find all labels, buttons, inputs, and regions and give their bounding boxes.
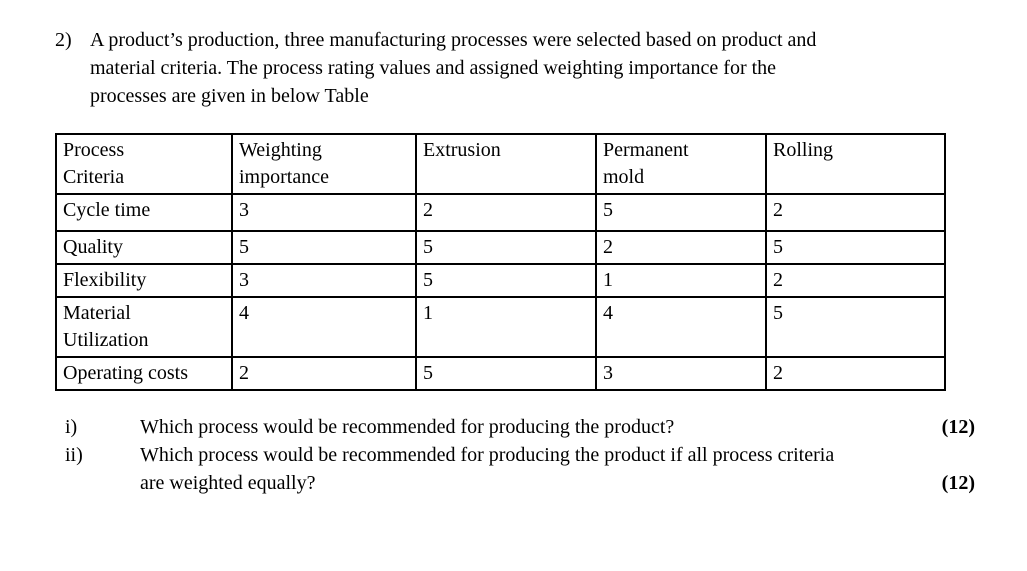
criteria-cell: Operating costs [55,356,233,391]
weighting-cell: 3 [231,263,417,298]
subquestion-ii-marker: ii) [65,444,83,466]
subquestion-i-text: Which process would be recommended for p… [140,416,675,438]
extrusion-cell: 5 [415,356,597,391]
table-row-cycle-time: Cycle time 3 2 5 2 [55,193,946,232]
weighting-cell: 5 [231,230,417,265]
table-row-material-utilization: Material Utilization 4 1 4 5 [55,296,946,358]
extrusion-cell: 5 [415,230,597,265]
permanent-mold-cell: 3 [595,356,767,391]
permanent-mold-cell: 4 [595,296,767,358]
column-header-weighting-importance: Weighting importance [231,133,417,195]
column-header-permanent-mold: Permanent mold [595,133,767,195]
subquestion-i-marker: i) [65,416,78,438]
table-row-quality: Quality 5 5 2 5 [55,230,946,265]
subquestion-ii: ii) Which process would be recommended f… [65,441,985,497]
rolling-cell: 5 [765,230,946,265]
permanent-mold-cell: 5 [595,193,767,232]
extrusion-cell: 5 [415,263,597,298]
process-rating-table: Process Criteria Weighting importance Ex… [55,133,946,391]
table-header-row: Process Criteria Weighting importance Ex… [55,133,946,195]
criteria-cell: Quality [55,230,233,265]
criteria-cell: Flexibility [55,263,233,298]
rolling-cell: 2 [765,356,946,391]
rolling-cell: 2 [765,263,946,298]
column-header-process-criteria: Process Criteria [55,133,233,195]
question-text: A product’s production, three manufactur… [90,29,817,107]
table-row-operating-costs: Operating costs 2 5 3 2 [55,356,946,391]
criteria-cell: Material Utilization [55,296,233,358]
subquestion-list: i) Which process would be recommended fo… [65,413,985,497]
question-number: 2) [55,29,72,51]
column-header-extrusion: Extrusion [415,133,597,195]
subquestion-ii-text: Which process would be recommended for p… [140,444,835,494]
weighting-cell: 3 [231,193,417,232]
criteria-cell: Cycle time [55,193,233,232]
extrusion-cell: 2 [415,193,597,232]
rolling-cell: 2 [765,193,946,232]
extrusion-cell: 1 [415,296,597,358]
rolling-cell: 5 [765,296,946,358]
weighting-cell: 4 [231,296,417,358]
weighting-cell: 2 [231,356,417,391]
table-row-flexibility: Flexibility 3 5 1 2 [55,263,946,298]
question-2: 2) A product’s production, three manufac… [55,26,1027,110]
permanent-mold-cell: 1 [595,263,767,298]
subquestion-ii-points: (12) [941,472,975,494]
subquestion-i: i) Which process would be recommended fo… [65,413,985,441]
subquestion-i-points: (12) [941,416,975,438]
column-header-rolling: Rolling [765,133,946,195]
permanent-mold-cell: 2 [595,230,767,265]
